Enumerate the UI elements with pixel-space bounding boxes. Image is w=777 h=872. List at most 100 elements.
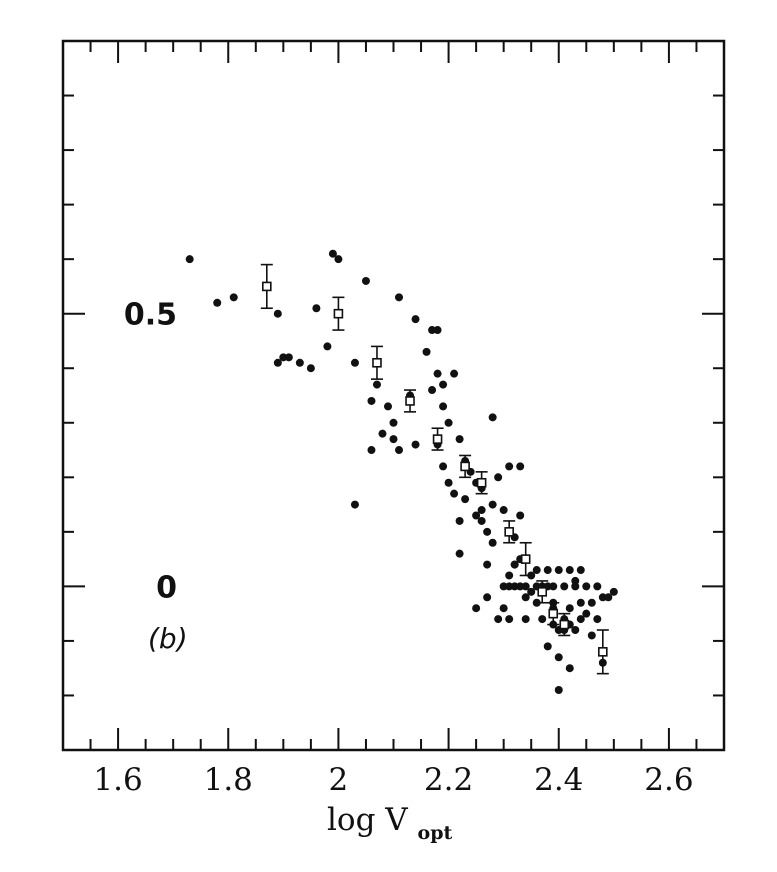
data-point xyxy=(521,615,530,624)
data-point xyxy=(477,516,486,525)
mean-marker xyxy=(333,308,344,319)
data-point xyxy=(350,500,359,509)
data-point xyxy=(312,304,321,313)
data-point xyxy=(472,604,481,613)
data-point xyxy=(439,380,448,389)
data-point xyxy=(516,582,525,591)
data-point xyxy=(488,413,497,422)
data-point xyxy=(554,653,563,662)
data-point xyxy=(334,255,343,264)
mean-marker xyxy=(460,461,470,472)
data-point xyxy=(554,566,563,575)
y-tick-label: 0 xyxy=(156,570,177,605)
mean-marker xyxy=(537,587,548,597)
data-point xyxy=(273,358,282,367)
data-point xyxy=(361,276,370,285)
data-point xyxy=(428,386,437,395)
data-point xyxy=(389,418,398,427)
data-point xyxy=(532,566,541,575)
data-point xyxy=(587,631,596,640)
data-point xyxy=(350,358,359,367)
data-point xyxy=(284,353,293,362)
mean-marker xyxy=(598,647,608,657)
data-point xyxy=(505,582,514,591)
x-axis-label-subscript: opt xyxy=(418,822,453,844)
data-point xyxy=(428,326,437,335)
data-point xyxy=(383,402,392,411)
data-point xyxy=(565,604,574,613)
data-points xyxy=(185,249,618,695)
data-point xyxy=(565,566,574,575)
data-point xyxy=(455,516,464,525)
data-point xyxy=(483,560,492,569)
data-point xyxy=(439,462,448,471)
data-point xyxy=(554,686,563,695)
mean-marker xyxy=(262,281,272,292)
y-tick-label: 0.5 xyxy=(124,298,177,333)
data-point xyxy=(576,615,585,624)
data-point xyxy=(422,347,431,356)
data-point xyxy=(582,582,591,591)
data-point xyxy=(598,593,607,602)
data-point xyxy=(510,582,519,591)
mean-marker xyxy=(559,619,570,630)
data-point xyxy=(488,500,497,509)
data-point xyxy=(213,298,222,307)
axis-ticks xyxy=(62,40,725,751)
data-point xyxy=(527,587,536,596)
data-point xyxy=(516,462,525,471)
data-point xyxy=(279,353,288,362)
data-point xyxy=(543,566,552,575)
x-tick-label: 1.8 xyxy=(204,762,253,798)
data-point xyxy=(582,609,591,618)
data-point xyxy=(604,593,613,602)
data-point xyxy=(494,615,503,624)
data-point xyxy=(609,587,618,596)
data-point xyxy=(411,315,420,324)
data-point xyxy=(543,642,552,651)
data-point xyxy=(455,435,464,444)
data-point xyxy=(576,598,585,607)
data-point xyxy=(185,255,194,264)
x-tick-label: 2.2 xyxy=(424,762,473,798)
data-point xyxy=(510,560,519,569)
data-point xyxy=(389,435,398,444)
data-point xyxy=(444,418,453,427)
data-point xyxy=(549,582,558,591)
x-tick-label: 2.6 xyxy=(644,762,693,798)
data-point xyxy=(395,293,404,302)
data-point xyxy=(229,293,238,302)
data-point xyxy=(433,326,442,335)
data-point xyxy=(472,511,481,520)
x-tick-label: 1.6 xyxy=(93,762,142,798)
data-point xyxy=(395,446,404,455)
data-point xyxy=(450,489,459,498)
data-point xyxy=(499,506,508,515)
data-point xyxy=(593,582,602,591)
data-point xyxy=(444,478,453,487)
x-tick-label: 2.4 xyxy=(534,762,583,798)
data-point xyxy=(367,396,376,405)
data-point xyxy=(461,495,470,504)
data-point xyxy=(593,615,602,624)
data-point xyxy=(560,582,569,591)
data-point xyxy=(328,249,337,258)
mean-marker xyxy=(405,396,415,406)
mean-marker xyxy=(476,477,487,488)
data-point xyxy=(587,598,596,607)
data-point xyxy=(505,615,514,624)
x-tick-label: 2 xyxy=(329,762,349,798)
data-point xyxy=(499,582,508,591)
data-point xyxy=(483,527,492,536)
data-point xyxy=(450,369,459,378)
data-point xyxy=(477,506,486,515)
data-point xyxy=(273,309,282,318)
mean-marker xyxy=(520,554,531,564)
mean-marker xyxy=(432,434,443,444)
data-point xyxy=(538,615,547,624)
data-point xyxy=(494,473,503,482)
data-point xyxy=(571,576,580,585)
data-point xyxy=(455,549,464,558)
data-point xyxy=(411,440,420,449)
